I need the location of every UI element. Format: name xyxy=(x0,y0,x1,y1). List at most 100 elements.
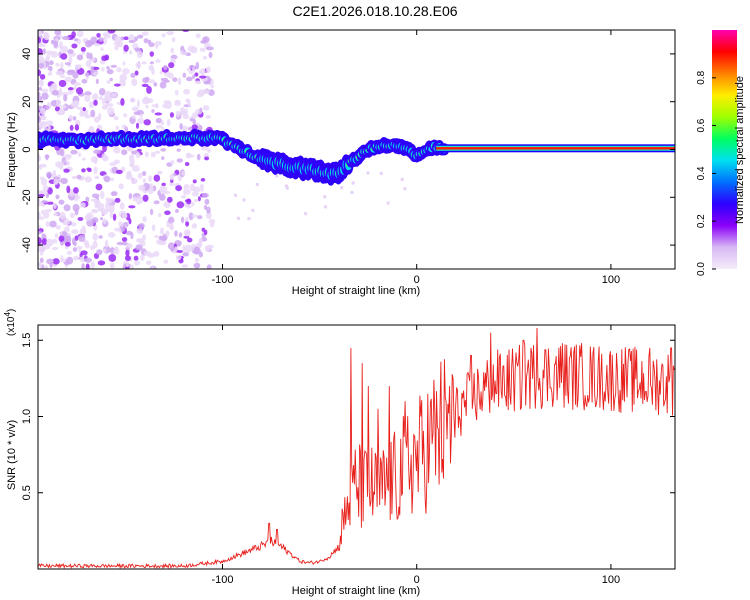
spectrogram-noise-cell xyxy=(68,56,73,65)
spectrogram-noise-cell xyxy=(192,74,196,79)
spectrogram-noise-cell xyxy=(155,117,163,124)
spectrogram-noise-cell xyxy=(95,183,103,191)
spectrogram-noise-cell xyxy=(85,72,90,77)
spectrogram-noise-cell xyxy=(81,78,88,84)
spectrogram-noise-cell xyxy=(110,64,117,68)
spectrogram-noise-cell xyxy=(80,46,86,52)
spectrogram-noise-cell xyxy=(209,221,215,228)
spectrogram-noise-cell xyxy=(186,76,193,82)
spectrogram-noise-cell xyxy=(40,189,48,196)
spectrogram-noise-cell xyxy=(64,62,71,66)
spectrogram-noise-cell xyxy=(72,255,79,261)
spectrogram-noise-cell xyxy=(153,200,160,205)
snr-y-scale-suffix: ) xyxy=(6,309,17,312)
spectrogram-noise-cell xyxy=(85,196,90,203)
spectrogram-noise-cell xyxy=(285,186,289,190)
spectrogram-noise-cell xyxy=(143,119,151,126)
spectrogram-noise-cell xyxy=(43,265,49,269)
spectrogram-noise-cell xyxy=(60,148,65,157)
spectrogram-noise-cell xyxy=(180,195,187,199)
spectrogram-noise-cell xyxy=(161,182,166,187)
spectrogram-noise-cell xyxy=(58,88,63,96)
spectrogram-noise-cell xyxy=(113,115,119,121)
spectrogram-noise-cell xyxy=(176,158,183,163)
spectrogram-noise-cell xyxy=(163,64,168,71)
spectrogram-noise-cell xyxy=(133,255,139,261)
spectrogram-noise-cell xyxy=(122,68,130,75)
spectrogram-x-label: Height of straight line (km) xyxy=(292,285,420,297)
colorbar-tick-label: 0.0 xyxy=(696,262,707,276)
spectrogram-noise-cell xyxy=(101,104,108,110)
spectrogram-noise-cell xyxy=(386,201,390,205)
spectrogram-noise-cell xyxy=(98,112,102,121)
spectrogram-noise-cell xyxy=(38,91,41,97)
spectrogram-noise-cell xyxy=(38,236,42,244)
spectrogram-noise-cell xyxy=(106,103,114,107)
spectrogram-noise-cell xyxy=(72,247,78,252)
spectrogram-noise-cell xyxy=(187,126,193,131)
spectrogram-noise-cell xyxy=(108,253,117,262)
spectrogram-noise-cell xyxy=(46,238,54,247)
spectrogram-noise-cell xyxy=(206,206,211,214)
spectrogram-noise-cell xyxy=(188,212,194,221)
spectrogram-noise-cell xyxy=(304,212,308,216)
spectrogram-noise-cell xyxy=(47,124,51,132)
spectrogram-noise-cell xyxy=(151,109,155,113)
figure-title: C2E1.2026.018.10.28.E06 xyxy=(292,3,457,19)
spectrogram-noise-cell xyxy=(104,90,112,99)
spectrogram-noise-cell xyxy=(81,51,86,55)
spectrogram-noise-cell xyxy=(52,89,60,96)
spectrogram-noise-cell xyxy=(53,212,58,217)
colorbar-tick-label: 0.8 xyxy=(696,70,707,84)
spectrogram-noise-cell xyxy=(153,174,161,182)
spectrogram-noise-cell xyxy=(47,201,54,205)
spectrogram-noise-cell xyxy=(128,192,133,200)
spectrogram-noise-cell xyxy=(189,65,194,69)
spectrogram-marks xyxy=(38,30,675,269)
spectrogram-noise-cell xyxy=(63,94,68,102)
spectrogram-noise-cell xyxy=(76,245,83,250)
spectrogram-noise-cell xyxy=(142,177,146,184)
snr-x-tick-label: 0 xyxy=(414,574,420,586)
spectrogram-noise-cell xyxy=(96,32,101,38)
spectrogram-noise-cell xyxy=(131,106,139,112)
spectrogram-noise-cell xyxy=(183,187,187,196)
spectrogram-noise-cell xyxy=(120,98,125,106)
spectrogram-noise-cell xyxy=(76,174,82,180)
colorbar-label: Normalized spectral amplitude xyxy=(734,76,746,224)
spectrogram-noise-cell xyxy=(136,200,141,205)
spectrogram-noise-cell xyxy=(73,100,80,107)
spectrogram-noise-cell xyxy=(68,114,74,122)
spectrogram-noise-cell xyxy=(167,72,174,79)
spectrogram-noise-cell xyxy=(131,178,138,185)
spectrogram-noise-cell xyxy=(38,79,44,87)
spectrogram-noise-cell xyxy=(149,61,154,65)
spectrogram-noise-cell xyxy=(82,107,86,112)
spectrogram-noise-cell xyxy=(181,171,186,176)
spectrogram-noise-cell xyxy=(58,79,67,88)
spectrogram-noise-cell xyxy=(153,82,158,87)
spectrogram-noise-cell xyxy=(38,261,43,268)
spectrogram-noise-cell xyxy=(196,153,201,161)
spectrogram-noise-cell xyxy=(242,198,246,202)
spectrogram-noise-cell xyxy=(71,229,79,234)
spectrogram-noise-cell xyxy=(179,122,183,130)
spectrogram-noise-cell xyxy=(66,250,72,255)
spectrogram-noise-cell xyxy=(63,154,72,158)
spectrogram-noise-cell xyxy=(161,33,166,38)
spectrogram-noise-cell xyxy=(186,198,192,205)
spectrogram-noise-cell xyxy=(191,124,198,130)
spectrogram-noise-cell xyxy=(176,148,181,152)
spectrogram-noise-cell xyxy=(168,62,175,69)
spectrogram-noise-cell xyxy=(93,99,98,106)
spectrogram-noise-cell xyxy=(43,32,50,41)
spectrogram-noise-cell xyxy=(195,33,201,39)
spectrogram-noise-cell xyxy=(203,204,208,210)
spectrogram-noise-cell xyxy=(175,185,182,192)
spectrogram-noise-cell xyxy=(93,149,101,154)
spectrogram-noise-cell xyxy=(125,173,133,180)
spectrogram-noise-cell xyxy=(53,176,60,180)
spectrogram-noise-cell xyxy=(38,62,45,69)
colorbar-gradient xyxy=(712,30,737,269)
spectrogram-noise-cell xyxy=(38,86,43,91)
